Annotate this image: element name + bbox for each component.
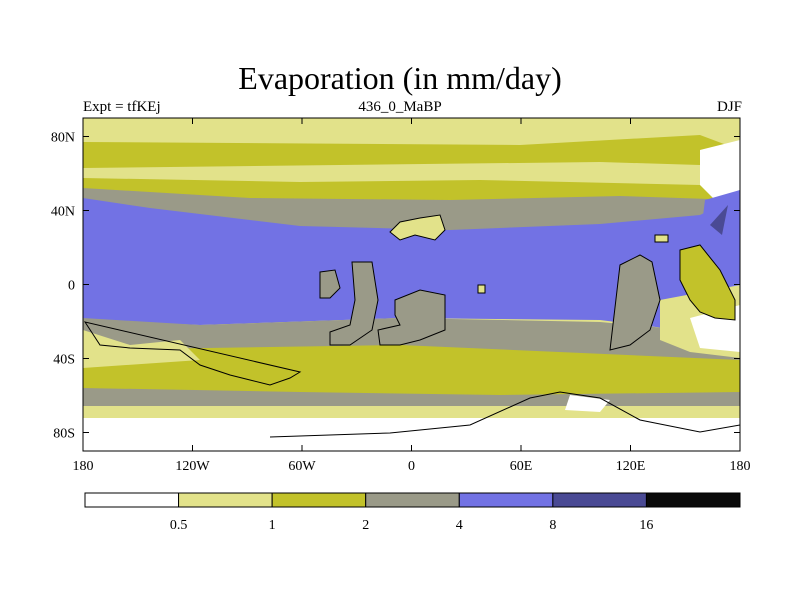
- colorbar-swatch: [84, 492, 180, 508]
- field-patch-southwest: [83, 330, 200, 368]
- y-tick-label: 0: [68, 279, 75, 294]
- colorbar-swatch: [271, 492, 367, 508]
- field-patch-northeast-white: [700, 140, 740, 200]
- colorbar-level-label: 1: [269, 518, 276, 533]
- field-patch-antarctic-east: [565, 395, 610, 412]
- colorbar: 0.5 1 2 4 8 16: [84, 492, 741, 533]
- outline-antarctic-coast: [269, 391, 740, 438]
- continent-outlines: [83, 214, 740, 438]
- x-tick-label: 60E: [510, 459, 533, 474]
- field-patch-northeast-dark: [710, 205, 728, 235]
- outline-ring-continent: [377, 289, 446, 346]
- outline-east-continent: [609, 254, 661, 351]
- x-tick-label: 120E: [616, 459, 646, 474]
- x-tick-label: 0: [408, 459, 415, 474]
- plot-title: Evaporation (in mm/day): [238, 60, 562, 96]
- colorbar-swatch: [645, 492, 741, 508]
- colorbar-swatch: [178, 492, 273, 508]
- colorbar-swatch: [458, 492, 554, 508]
- period-label: 436_0_MaBP: [358, 99, 442, 115]
- y-tick-label: 40S: [53, 353, 75, 368]
- season-label: DJF: [716, 99, 742, 115]
- colorbar-level-label: 2: [362, 518, 369, 533]
- x-tick-label: 60W: [288, 459, 316, 474]
- colorbar-level-label: 0.5: [170, 518, 188, 533]
- x-tick-label: 180: [73, 459, 94, 474]
- x-tick-label: 120W: [175, 459, 210, 474]
- outline-southwest-coast: [83, 321, 302, 386]
- outline-central-continent: [329, 261, 379, 346]
- field-patch-antarctic-west: [225, 418, 330, 440]
- colorbar-level-label: 16: [639, 518, 653, 533]
- colorbar-level-label: 4: [456, 518, 463, 533]
- field-band-tropics: [83, 195, 740, 335]
- y-tick-label: 80N: [51, 131, 75, 146]
- colorbar-swatch: [552, 492, 647, 508]
- x-tick-label: 180: [730, 459, 751, 474]
- y-tick-label: 80S: [53, 427, 75, 442]
- outline-far-east-continent: [679, 244, 736, 321]
- colorbar-swatch: [365, 492, 460, 508]
- outline-small-island: [319, 269, 341, 299]
- field-band-north-mid: [83, 135, 740, 168]
- field-band-south-mid: [83, 345, 740, 382]
- longitude-axis: 180 120W 60W 0 60E 120E 180: [73, 118, 751, 474]
- colorbar-level-label: 8: [549, 518, 556, 533]
- latitude-axis: 80N 40N 0 40S 80S: [51, 131, 740, 442]
- outline-small-equatorial-island: [477, 284, 486, 294]
- experiment-label: Expt = tfKEj: [83, 99, 161, 115]
- outline-small-northeast-island: [654, 234, 669, 243]
- y-tick-label: 40N: [51, 205, 75, 220]
- field-band-antarctic-margin: [83, 406, 740, 420]
- outline-north-continent: [389, 214, 446, 241]
